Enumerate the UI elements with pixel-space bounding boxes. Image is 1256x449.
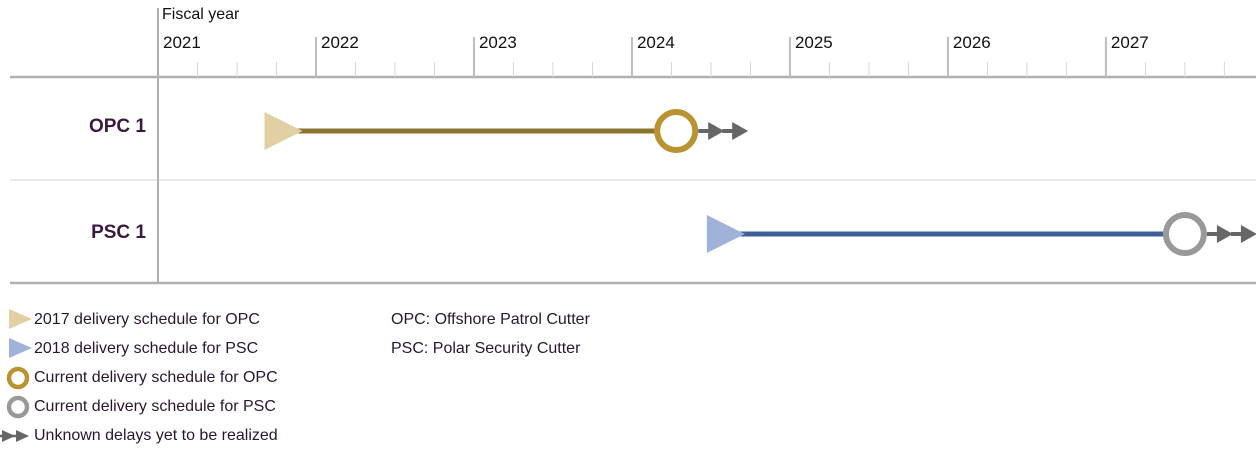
delay-arrow-2-head xyxy=(1240,225,1256,243)
tick-label-2026: 2026 xyxy=(952,33,991,52)
legend-label: Current delivery schedule for OPC xyxy=(34,369,278,386)
legend-label: Unknown delays yet to be realized xyxy=(34,427,278,444)
planned-delivery-marker xyxy=(706,215,745,253)
tick-label-2022: 2022 xyxy=(320,33,359,52)
row-label-opc1: OPC 1 xyxy=(88,116,146,137)
circle-icon xyxy=(6,395,30,419)
legend-label: Current delivery schedule for PSC xyxy=(34,398,276,415)
triangle-icon xyxy=(9,309,32,329)
tick-label-2023: 2023 xyxy=(478,33,517,52)
tick-label-2025: 2025 xyxy=(794,33,833,52)
current-delivery-marker xyxy=(1162,212,1207,256)
delay-arrow-1-head xyxy=(1216,225,1233,243)
triangle-icon xyxy=(9,338,32,358)
legend-label: 2017 delivery schedule for OPC xyxy=(34,311,260,328)
abbreviation-opc: OPC: Offshore Patrol Cutter xyxy=(391,311,590,328)
axis-title: Fiscal year xyxy=(162,6,240,23)
legend-label: 2018 delivery schedule for PSC xyxy=(34,340,259,357)
current-delivery-marker xyxy=(654,109,699,153)
tick-label-2021: 2021 xyxy=(163,33,201,52)
planned-delivery-marker xyxy=(264,112,303,150)
tick-label-2027: 2027 xyxy=(1110,33,1149,52)
abbreviation-psc: PSC: Polar Security Cutter xyxy=(391,340,581,357)
tick-label-2024: 2024 xyxy=(636,33,675,52)
delay-arrow-2-head xyxy=(732,122,749,140)
row-label-psc1: PSC 1 xyxy=(91,222,146,243)
double-arrow-icon xyxy=(0,430,29,442)
delay-arrow-1-head xyxy=(708,122,725,140)
circle-icon xyxy=(6,366,30,390)
